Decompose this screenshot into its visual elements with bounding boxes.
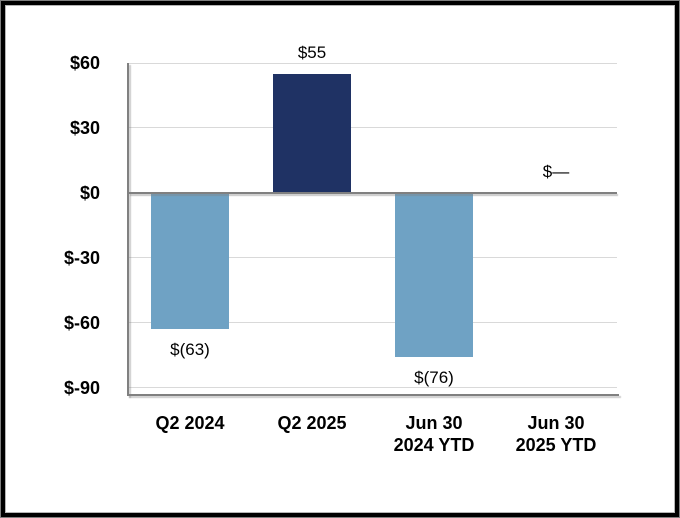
x-category-label-2: Q2 2025	[277, 413, 347, 433]
value-label-1: $(63)	[170, 340, 210, 360]
gridline-$-30	[129, 257, 617, 259]
gridline-$30	[129, 127, 617, 129]
gridline-$-60	[129, 322, 617, 324]
plot-area	[127, 62, 619, 396]
y-axis-line	[127, 63, 129, 396]
y-tick-label: $60	[69, 53, 100, 73]
y-tick-label: $0	[79, 182, 100, 203]
x-axis-bottom-line	[127, 394, 619, 396]
x-category-label-1: Q2 2024	[155, 413, 225, 433]
gridline-$-90	[129, 387, 617, 388]
bar-jun-30-2024-ytd	[395, 192, 473, 358]
y-tick-label: $-90	[63, 377, 100, 398]
y-tick-label: $30	[69, 117, 100, 138]
x-category-label-4: Jun 30 2025 YTD	[515, 413, 597, 455]
bar-q2-2025	[273, 73, 351, 193]
y-tick-label: $-60	[63, 312, 100, 333]
value-label-4: $—	[542, 161, 570, 181]
value-label-2: $55	[297, 42, 327, 62]
gridline-$60	[129, 62, 617, 64]
value-label-3: $(76)	[414, 368, 454, 388]
x-category-label-3: Jun 30 2024 YTD	[393, 413, 475, 455]
bar-q2-2024	[151, 192, 229, 330]
zero-axis-line	[129, 191, 617, 194]
y-tick-label: $-30	[63, 247, 100, 268]
